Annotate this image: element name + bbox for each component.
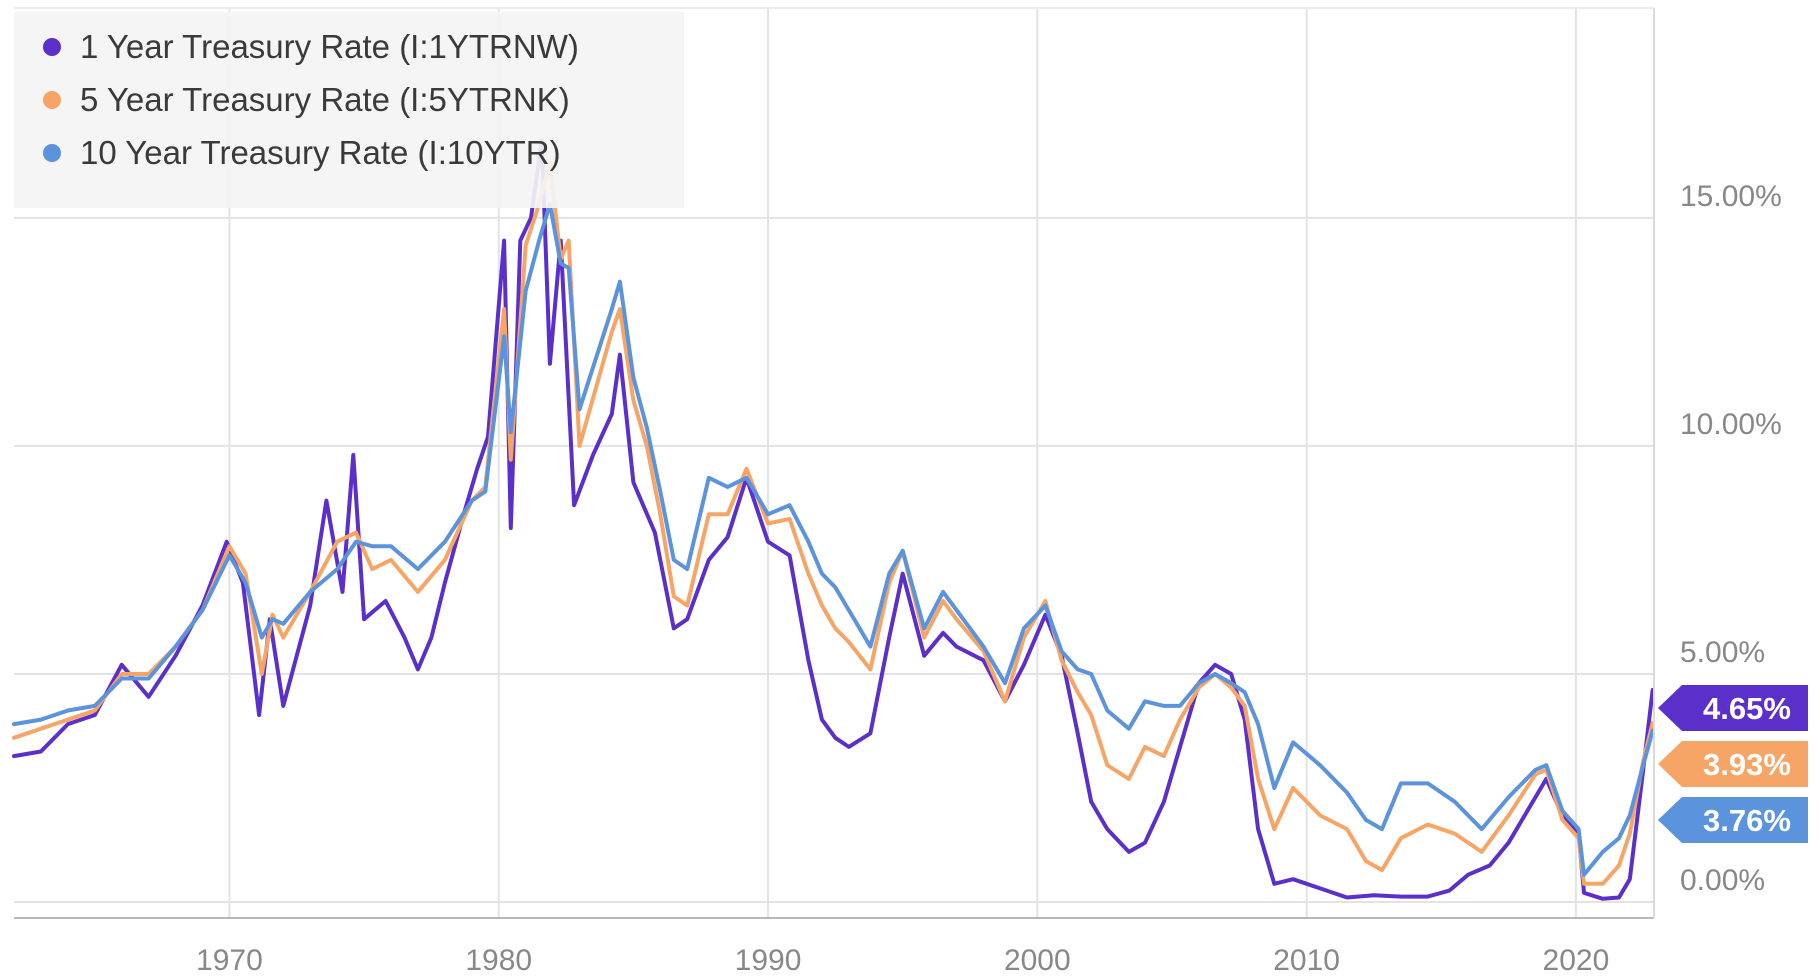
y-axis-ticks: 0.00% 5.00% 10.00% 15.00%: [1680, 180, 1782, 897]
legend-box: [14, 12, 684, 208]
x-tick-label: 2000: [1004, 944, 1071, 977]
series-line-2: [12, 161, 1655, 886]
last-value-badge-1: [1658, 685, 1808, 731]
last-value-badge-2: [1658, 741, 1808, 787]
plot-frame: [14, 7, 1655, 919]
y-tick-label: 0.00%: [1680, 864, 1765, 897]
legend-label: 10 Year Treasury Rate (I:10YTR): [80, 134, 561, 171]
last-value-badge-3: [1658, 797, 1808, 843]
last-value-label: 4.65%: [1703, 691, 1791, 726]
y-tick-label: 15.00%: [1680, 180, 1782, 213]
y-tick-label: 5.00%: [1680, 636, 1765, 669]
series-lines: [12, 138, 1655, 901]
last-value-label: 3.76%: [1703, 803, 1791, 838]
series-line-1: [12, 138, 1655, 901]
x-tick-label: 1980: [465, 944, 532, 977]
x-tick-label: 1990: [735, 944, 802, 977]
legend-marker: [43, 144, 61, 162]
y-tick-label: 10.00%: [1680, 408, 1782, 441]
last-value-badges: 4.65% 3.93% 3.76%: [1658, 685, 1808, 843]
x-tick-label: 1970: [196, 944, 263, 977]
x-tick-label: 2020: [1543, 944, 1610, 977]
x-axis-ticks: 1970 1980 1990 2000 2010 2020: [196, 944, 1609, 977]
series-line-3: [12, 202, 1655, 877]
legend-marker: [43, 91, 61, 109]
legend: 1 Year Treasury Rate (I:1YTRNW) 5 Year Tr…: [14, 12, 684, 208]
legend-marker: [43, 38, 61, 56]
last-value-label: 3.93%: [1703, 747, 1791, 782]
x-tick-label: 2010: [1273, 944, 1340, 977]
legend-label: 5 Year Treasury Rate (I:5YTRNK): [80, 81, 570, 118]
legend-label: 1 Year Treasury Rate (I:1YTRNW): [80, 28, 579, 65]
